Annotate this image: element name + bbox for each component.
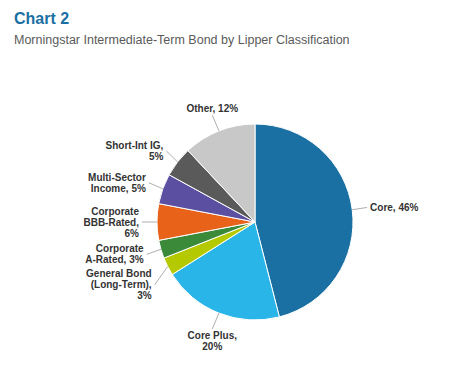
- data-label: Core Plus,20%: [188, 330, 238, 352]
- data-label: Other, 12%: [186, 103, 238, 114]
- data-label: Core, 46%: [370, 202, 418, 213]
- title: Chart 2: [14, 10, 69, 27]
- leader-line: [166, 151, 177, 162]
- leader-line: [212, 313, 219, 329]
- leader-line: [155, 266, 168, 284]
- chart-container: Chart 2 Morningstar Intermediate-Term Bon…: [0, 0, 472, 385]
- leader-line: [142, 222, 157, 223]
- data-label: Multi-SectorIncome, 5%: [88, 172, 146, 194]
- leader-line: [147, 249, 161, 254]
- slices: [157, 124, 353, 320]
- data-label: CorporateA-Rated, 3%: [85, 243, 144, 265]
- chart: Chart 2 Morningstar Intermediate-Term Bon…: [0, 0, 472, 385]
- data-label: Short-Int IG,5%: [106, 140, 164, 162]
- subtitle: Morningstar Intermediate-Term Bond by Li…: [14, 33, 350, 47]
- leader-line: [212, 115, 219, 131]
- leader-line: [149, 183, 163, 189]
- leader-lines: [142, 115, 367, 329]
- data-label: CorporateBBB-Rated,6%: [83, 206, 139, 239]
- pie-slice: [188, 124, 255, 222]
- data-label: General Bond(Long-Term),3%: [86, 268, 152, 301]
- leader-line: [352, 207, 367, 209]
- data-labels: Core, 46% Core Plus,20% General Bond(Long-…: [83, 103, 418, 352]
